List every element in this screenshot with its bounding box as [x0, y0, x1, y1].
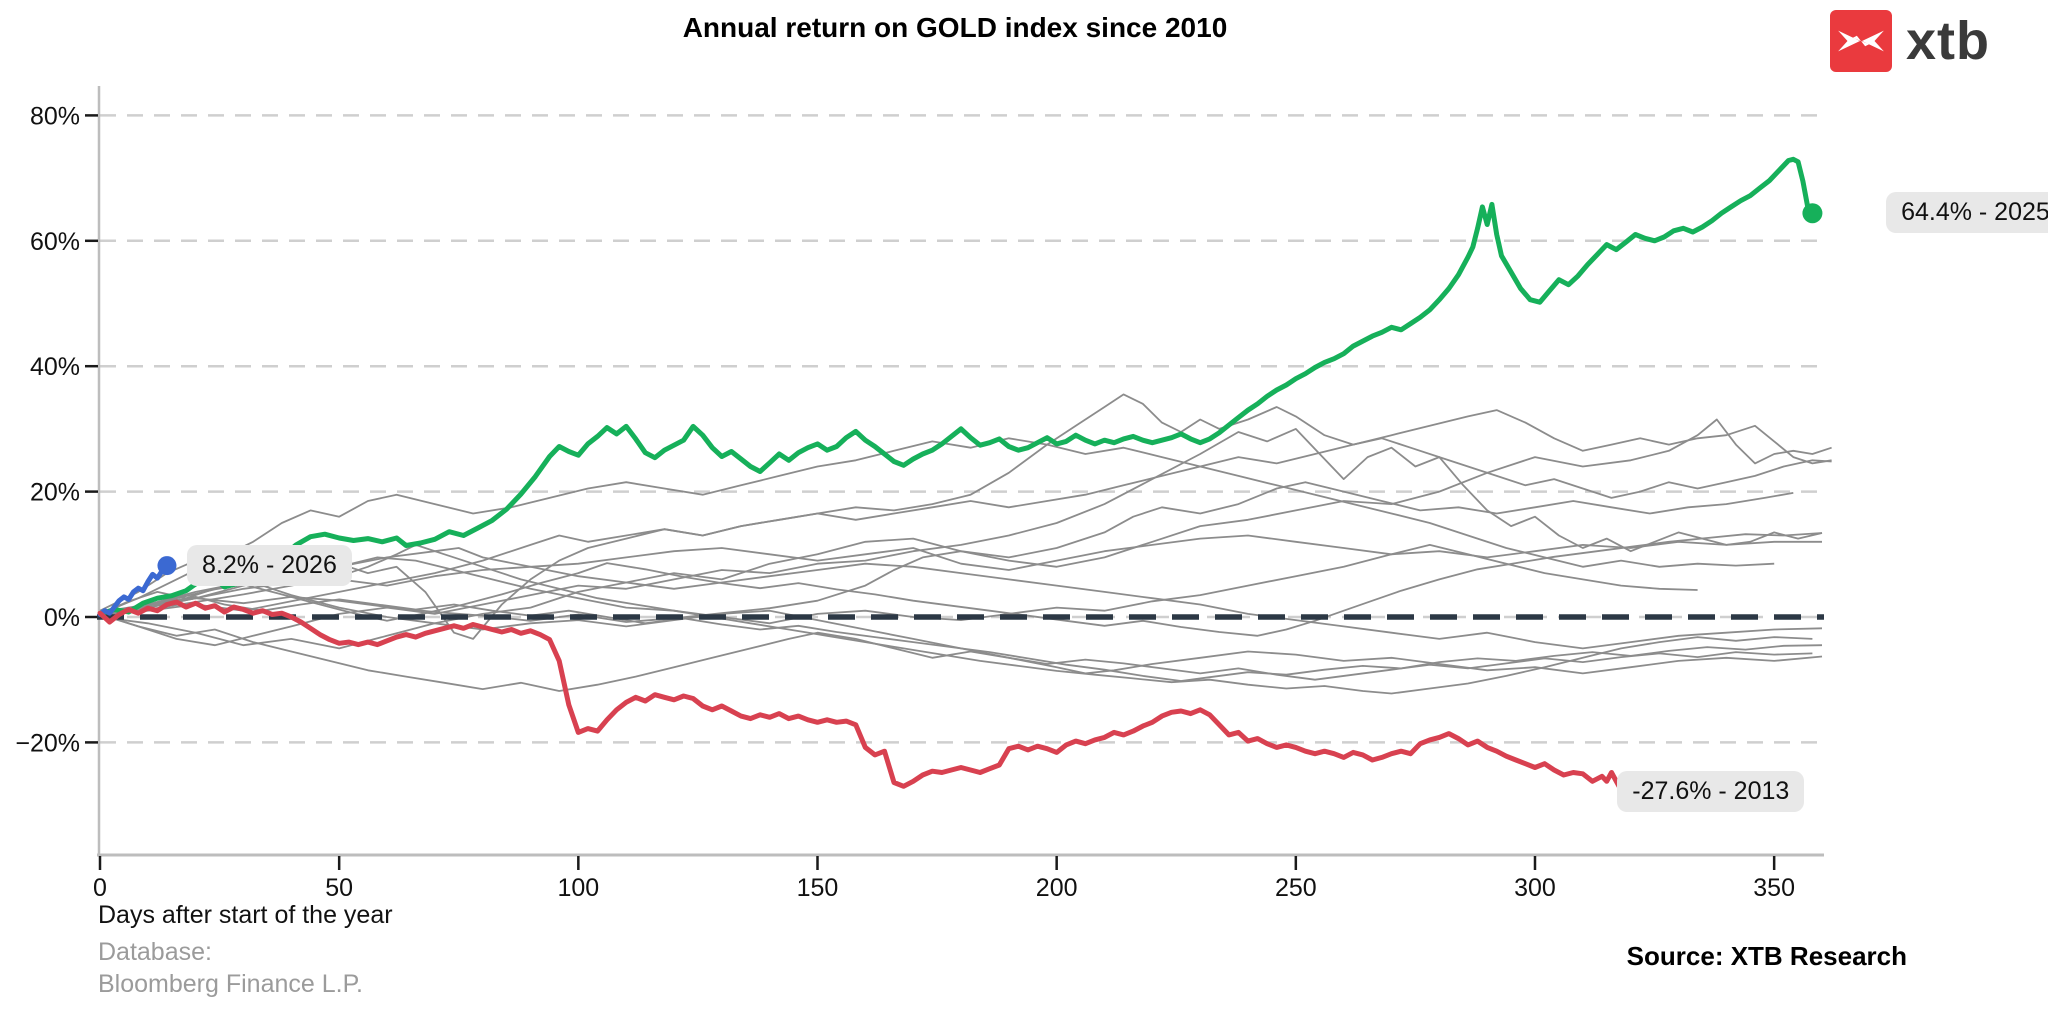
- annotation-y2013: -27.6% - 2013: [1617, 770, 1805, 812]
- x-tick-label: 50: [325, 874, 353, 902]
- database-note-line2: Bloomberg Finance L.P.: [98, 970, 363, 998]
- series-2011: [99, 428, 1823, 647]
- xtb-logo-text: xtb: [1906, 11, 1990, 71]
- x-tick-label: 0: [93, 874, 107, 902]
- database-note-line1: Database:: [98, 938, 212, 966]
- series-2014: [99, 547, 1823, 650]
- x-tick-label: 100: [557, 874, 599, 902]
- y-tick-label: −20%: [15, 729, 80, 757]
- series-2024: [99, 409, 1832, 616]
- series-2018: [99, 596, 1823, 682]
- chart-title: Annual return on GOLD index since 2010: [682, 12, 1228, 43]
- annotation-y2025: 64.4% - 2025: [1886, 192, 2048, 234]
- y-tick-label: 0%: [44, 604, 80, 632]
- xtb-x-icon: [1838, 30, 1884, 52]
- series-2019: [99, 481, 1794, 623]
- y-tick-label: 80%: [30, 102, 80, 130]
- series-2013: [97, 599, 1624, 793]
- xtb-logo: xtb: [1830, 10, 1990, 72]
- x-tick-label: 350: [1753, 874, 1795, 902]
- y-tick-label: 60%: [30, 228, 80, 256]
- series-2016: [99, 437, 1775, 615]
- x-tick-label: 200: [1036, 874, 1078, 902]
- x-axis-label: Days after start of the year: [98, 901, 393, 929]
- database-note: Database: Bloomberg Finance L.P.: [98, 936, 363, 1000]
- x-tick-label: 300: [1514, 874, 1556, 902]
- series-2017: [99, 534, 1822, 616]
- xtb-logo-mark: [1830, 10, 1892, 72]
- source-note: Source: XTB Research: [1626, 941, 1907, 971]
- x-tick-label: 250: [1275, 874, 1317, 902]
- x-tick-label: 150: [797, 874, 839, 902]
- series-2022: [99, 544, 1813, 695]
- series-2026: [97, 563, 170, 617]
- series-2021: [99, 613, 1813, 692]
- series-2026-end-dot: [157, 556, 177, 576]
- series-2015: [99, 559, 1823, 675]
- y-tick-label: 40%: [30, 353, 80, 381]
- annotation-y2026: 8.2% - 2026: [187, 545, 352, 587]
- series-2020: [99, 393, 1832, 640]
- series-2025: [97, 156, 1815, 617]
- y-tick-label: 20%: [30, 479, 80, 507]
- series-2025-end-dot: [1802, 203, 1823, 224]
- series-2010: [99, 418, 1832, 650]
